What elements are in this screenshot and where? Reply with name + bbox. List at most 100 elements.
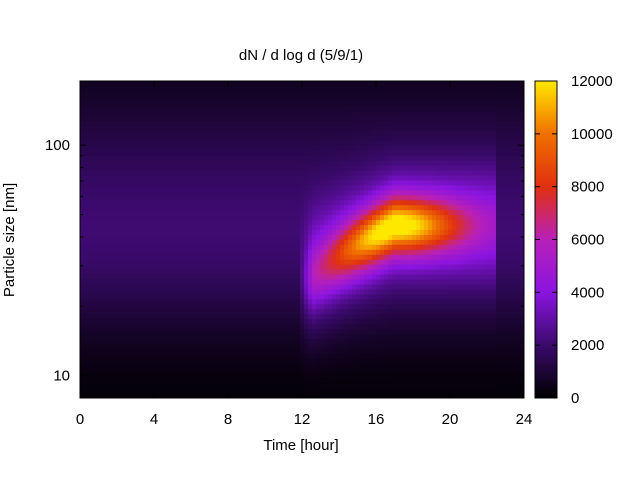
heatmap-cell: [196, 259, 201, 265]
heatmap-cell: [176, 264, 181, 270]
heatmap-cell: [100, 180, 105, 186]
heatmap-cell: [176, 373, 181, 379]
heatmap-cell: [112, 378, 117, 384]
heatmap-cell: [96, 259, 101, 265]
heatmap-cell: [232, 328, 237, 335]
heatmap-cell: [104, 274, 109, 280]
heatmap-cell: [352, 368, 357, 374]
heatmap-cell: [384, 313, 389, 320]
heatmap-cell: [324, 224, 329, 230]
heatmap-cell: [320, 348, 325, 354]
heatmap-cell: [332, 318, 337, 325]
heatmap-cell: [240, 110, 245, 117]
heatmap-cell: [212, 234, 217, 240]
heatmap-cell: [300, 279, 305, 285]
heatmap-cell: [272, 234, 277, 240]
heatmap-cell: [324, 239, 329, 245]
heatmap-cell: [160, 388, 165, 394]
heatmap-cell: [244, 135, 249, 141]
heatmap-cell: [156, 140, 161, 146]
heatmap-cell: [364, 244, 369, 250]
heatmap-cell: [368, 318, 373, 325]
heatmap-cell: [348, 239, 353, 245]
heatmap-cell: [276, 145, 281, 151]
heatmap-cell: [176, 318, 181, 325]
heatmap-cell: [296, 85, 301, 92]
heatmap-cell: [100, 308, 105, 315]
heatmap-cell: [212, 264, 217, 270]
heatmap-cell: [328, 130, 333, 136]
heatmap-cell: [200, 343, 205, 349]
heatmap-cell: [352, 274, 357, 280]
heatmap-cell: [160, 135, 165, 141]
heatmap-cell: [292, 85, 297, 92]
heatmap-cell: [332, 105, 337, 112]
heatmap-cell: [124, 105, 129, 112]
heatmap-cell: [136, 313, 141, 320]
heatmap-cell: [128, 229, 133, 235]
heatmap-cell: [344, 204, 349, 211]
heatmap-cell: [260, 180, 265, 186]
heatmap-cell: [372, 358, 377, 364]
heatmap-cell: [372, 150, 377, 156]
heatmap-cell: [372, 388, 377, 394]
heatmap-cell: [372, 313, 377, 320]
heatmap-cell: [364, 303, 369, 310]
heatmap-cell: [388, 358, 393, 364]
heatmap-cell: [148, 180, 153, 186]
heatmap-cell: [388, 130, 393, 136]
heatmap-cell: [188, 199, 193, 206]
heatmap-cell: [196, 115, 201, 122]
heatmap-cell: [296, 368, 301, 374]
heatmap-cell: [112, 269, 117, 275]
heatmap-cell: [176, 130, 181, 136]
heatmap-cell: [348, 303, 353, 310]
heatmap-cell: [284, 140, 289, 146]
heatmap-cell: [352, 90, 357, 97]
heatmap-cell: [308, 145, 313, 151]
heatmap-cell: [320, 189, 325, 196]
heatmap-cell: [384, 363, 389, 369]
heatmap-cell: [312, 368, 317, 374]
heatmap-cell: [264, 224, 269, 230]
heatmap-cell: [364, 130, 369, 136]
heatmap-cell: [236, 338, 241, 344]
heatmap-cell: [100, 81, 105, 87]
heatmap-cell: [336, 373, 341, 379]
heatmap-cell: [168, 140, 173, 146]
heatmap-cell: [328, 81, 333, 87]
heatmap-cell: [268, 343, 273, 349]
heatmap-cell: [172, 393, 177, 399]
heatmap-cell: [188, 135, 193, 141]
heatmap-cell: [332, 284, 337, 290]
heatmap-cell: [144, 214, 149, 221]
heatmap-cell: [172, 130, 177, 136]
heatmap-cell: [104, 110, 109, 117]
heatmap-cell: [268, 185, 273, 191]
heatmap-cell: [244, 338, 249, 344]
heatmap-cell: [232, 175, 237, 181]
heatmap-cell: [92, 264, 97, 270]
heatmap-cell: [360, 378, 365, 384]
heatmap-cell: [372, 185, 377, 191]
heatmap-cell: [216, 81, 221, 87]
heatmap-cell: [348, 259, 353, 265]
heatmap-cell: [320, 110, 325, 117]
heatmap-cell: [356, 229, 361, 235]
heatmap-cell: [176, 165, 181, 171]
heatmap-cell: [380, 328, 385, 335]
heatmap-cell: [140, 150, 145, 156]
heatmap-cell: [228, 214, 233, 221]
heatmap-cell: [248, 308, 253, 315]
heatmap-cell: [176, 393, 181, 399]
heatmap-cell: [212, 328, 217, 335]
heatmap-cell: [232, 170, 237, 176]
heatmap-cell: [320, 204, 325, 211]
heatmap-cell: [320, 130, 325, 136]
heatmap-cell: [108, 343, 113, 349]
heatmap-cell: [96, 199, 101, 206]
heatmap-cell: [128, 259, 133, 265]
heatmap-cell: [236, 165, 241, 171]
heatmap-cell: [124, 90, 129, 97]
heatmap-cell: [188, 284, 193, 290]
